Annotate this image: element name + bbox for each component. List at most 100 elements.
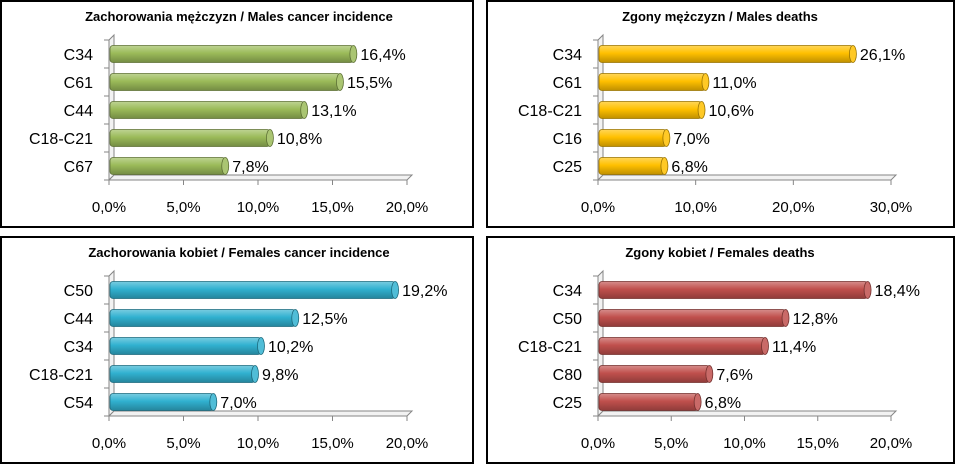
category-label: C18-C21 bbox=[29, 131, 93, 148]
category-label: C34 bbox=[64, 47, 93, 64]
bar-cap bbox=[697, 101, 706, 119]
bar bbox=[598, 281, 868, 299]
bar bbox=[598, 45, 854, 63]
category-label: C16 bbox=[553, 131, 582, 148]
data-label: 26,1% bbox=[860, 47, 905, 64]
bar-cap bbox=[251, 365, 259, 383]
data-label: 7,0% bbox=[220, 395, 256, 412]
data-label: 13,1% bbox=[311, 103, 356, 120]
bar bbox=[598, 101, 702, 119]
bar bbox=[598, 337, 766, 355]
x-tick-label: 15,0% bbox=[796, 435, 839, 452]
category-label: C80 bbox=[553, 367, 582, 384]
data-label: 6,8% bbox=[671, 159, 707, 176]
bar-cap bbox=[693, 393, 702, 411]
bar-chart: Zachorowania mężczyzn / Males cancer inc… bbox=[29, 9, 429, 216]
data-label: 16,4% bbox=[360, 47, 405, 64]
bar bbox=[109, 73, 341, 91]
x-tick-label: 5,0% bbox=[166, 199, 200, 216]
bar-cap bbox=[209, 393, 218, 411]
bar-cap bbox=[781, 309, 790, 327]
x-tick-label: 0,0% bbox=[581, 435, 615, 452]
x-tick-label: 20,0% bbox=[386, 199, 429, 216]
data-label: 15,5% bbox=[347, 75, 392, 92]
category-label: C18-C21 bbox=[518, 103, 582, 120]
floor bbox=[596, 174, 898, 181]
x-tick-label: 10,0% bbox=[237, 435, 280, 452]
bar bbox=[109, 309, 296, 327]
bar-cap bbox=[761, 337, 769, 355]
category-label: C61 bbox=[553, 75, 582, 92]
chart-panel-males-deaths: Zgony mężczyzn / Males deaths 0,0% 10,0% 20… bbox=[486, 0, 955, 228]
bar bbox=[109, 365, 256, 383]
data-label: 11,4% bbox=[772, 339, 816, 356]
bar-cap bbox=[266, 129, 274, 147]
bar-chart: Zachorowania kobiet / Females cancer inc… bbox=[29, 245, 447, 452]
chart-panel-males-incidence: Zachorowania mężczyzn / Males cancer inc… bbox=[0, 0, 474, 228]
data-label: 11,0% bbox=[712, 75, 756, 92]
data-label: 12,5% bbox=[302, 311, 347, 328]
x-tick-label: 5,0% bbox=[166, 435, 200, 452]
category-label: C61 bbox=[64, 75, 93, 92]
category-label: C67 bbox=[64, 159, 93, 176]
x-tick-label: 15,0% bbox=[311, 199, 354, 216]
data-label: 12,8% bbox=[793, 311, 838, 328]
category-label: C44 bbox=[64, 311, 93, 328]
floor bbox=[596, 410, 898, 417]
floor bbox=[107, 410, 414, 417]
bar bbox=[109, 281, 396, 299]
chart-title: Zachorowania kobiet / Females cancer inc… bbox=[88, 245, 389, 260]
category-label: C44 bbox=[64, 103, 93, 120]
bar bbox=[598, 365, 710, 383]
category-label: C50 bbox=[553, 311, 582, 328]
data-label: 19,2% bbox=[402, 283, 447, 300]
bar bbox=[109, 129, 271, 147]
category-label: C18-C21 bbox=[29, 367, 93, 384]
bar bbox=[598, 157, 665, 175]
data-label: 7,6% bbox=[716, 367, 752, 384]
bar bbox=[598, 73, 706, 91]
bar-cap bbox=[662, 129, 671, 147]
x-tick-label: 20,0% bbox=[772, 199, 815, 216]
category-label: C34 bbox=[64, 339, 93, 356]
bar-chart: Zgony kobiet / Females deaths 0,0% 5,0% 10,… bbox=[518, 245, 920, 452]
x-tick-label: 20,0% bbox=[386, 435, 429, 452]
x-tick-label: 20,0% bbox=[870, 435, 913, 452]
data-label: 10,6% bbox=[709, 103, 754, 120]
category-label: C34 bbox=[553, 47, 582, 64]
bar-cap bbox=[257, 337, 265, 355]
bar bbox=[598, 309, 786, 327]
bar bbox=[109, 45, 354, 63]
category-label: C34 bbox=[553, 283, 582, 300]
bar-chart: Zgony mężczyzn / Males deaths 0,0% 10,0% 20… bbox=[518, 9, 913, 216]
chart-title: Zachorowania mężczyzn / Males cancer inc… bbox=[85, 9, 393, 24]
floor bbox=[107, 174, 414, 181]
x-tick-label: 5,0% bbox=[654, 435, 688, 452]
bar-cap bbox=[391, 281, 399, 299]
category-label: C25 bbox=[553, 159, 582, 176]
data-label: 9,8% bbox=[262, 367, 298, 384]
x-tick-label: 15,0% bbox=[311, 435, 354, 452]
data-label: 10,2% bbox=[268, 339, 313, 356]
x-tick-label: 10,0% bbox=[723, 435, 766, 452]
x-tick-label: 10,0% bbox=[674, 199, 717, 216]
bar bbox=[598, 129, 667, 147]
x-tick-label: 0,0% bbox=[92, 199, 126, 216]
bar-cap bbox=[221, 157, 230, 175]
x-tick-label: 30,0% bbox=[870, 199, 913, 216]
bar bbox=[109, 393, 214, 411]
bar-cap bbox=[849, 45, 857, 63]
bar bbox=[109, 337, 262, 355]
bar-cap bbox=[349, 45, 358, 63]
data-label: 10,8% bbox=[277, 131, 322, 148]
bar-cap bbox=[863, 281, 872, 299]
bar bbox=[109, 101, 305, 119]
bar bbox=[109, 157, 226, 175]
bar-cap bbox=[660, 157, 669, 175]
chart-title: Zgony kobiet / Females deaths bbox=[625, 245, 814, 260]
category-label: C54 bbox=[64, 395, 93, 412]
chart-panel-females-deaths: Zgony kobiet / Females deaths 0,0% 5,0% 10,… bbox=[486, 236, 955, 464]
category-label: C50 bbox=[64, 283, 93, 300]
bar-cap bbox=[705, 365, 714, 383]
bar-cap bbox=[300, 101, 309, 119]
